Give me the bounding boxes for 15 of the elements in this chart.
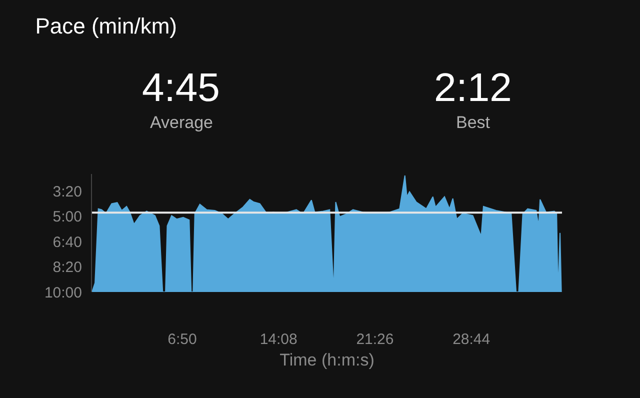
text: 2:12 (434, 66, 512, 110)
x-axis-title: Time (h:m:s) (280, 350, 374, 370)
text: Best (456, 113, 490, 132)
x-tick-label: 28:44 (452, 331, 490, 348)
chart-title: Pace (min/km) (35, 13, 177, 38)
x-tick-label: 6:50 (168, 331, 197, 348)
text: 4:45 (142, 66, 220, 110)
y-tick-label: 6:40 (52, 234, 82, 251)
x-tick-label: 21:26 (356, 331, 394, 348)
y-tick-label: 3:20 (52, 183, 82, 200)
text: Average (150, 113, 214, 132)
y-tick-label: 10:00 (44, 284, 82, 302)
y-tick-label: 8:20 (52, 259, 82, 276)
x-tick-label: 14:08 (260, 331, 298, 348)
y-tick-label: 5:00 (52, 208, 82, 226)
